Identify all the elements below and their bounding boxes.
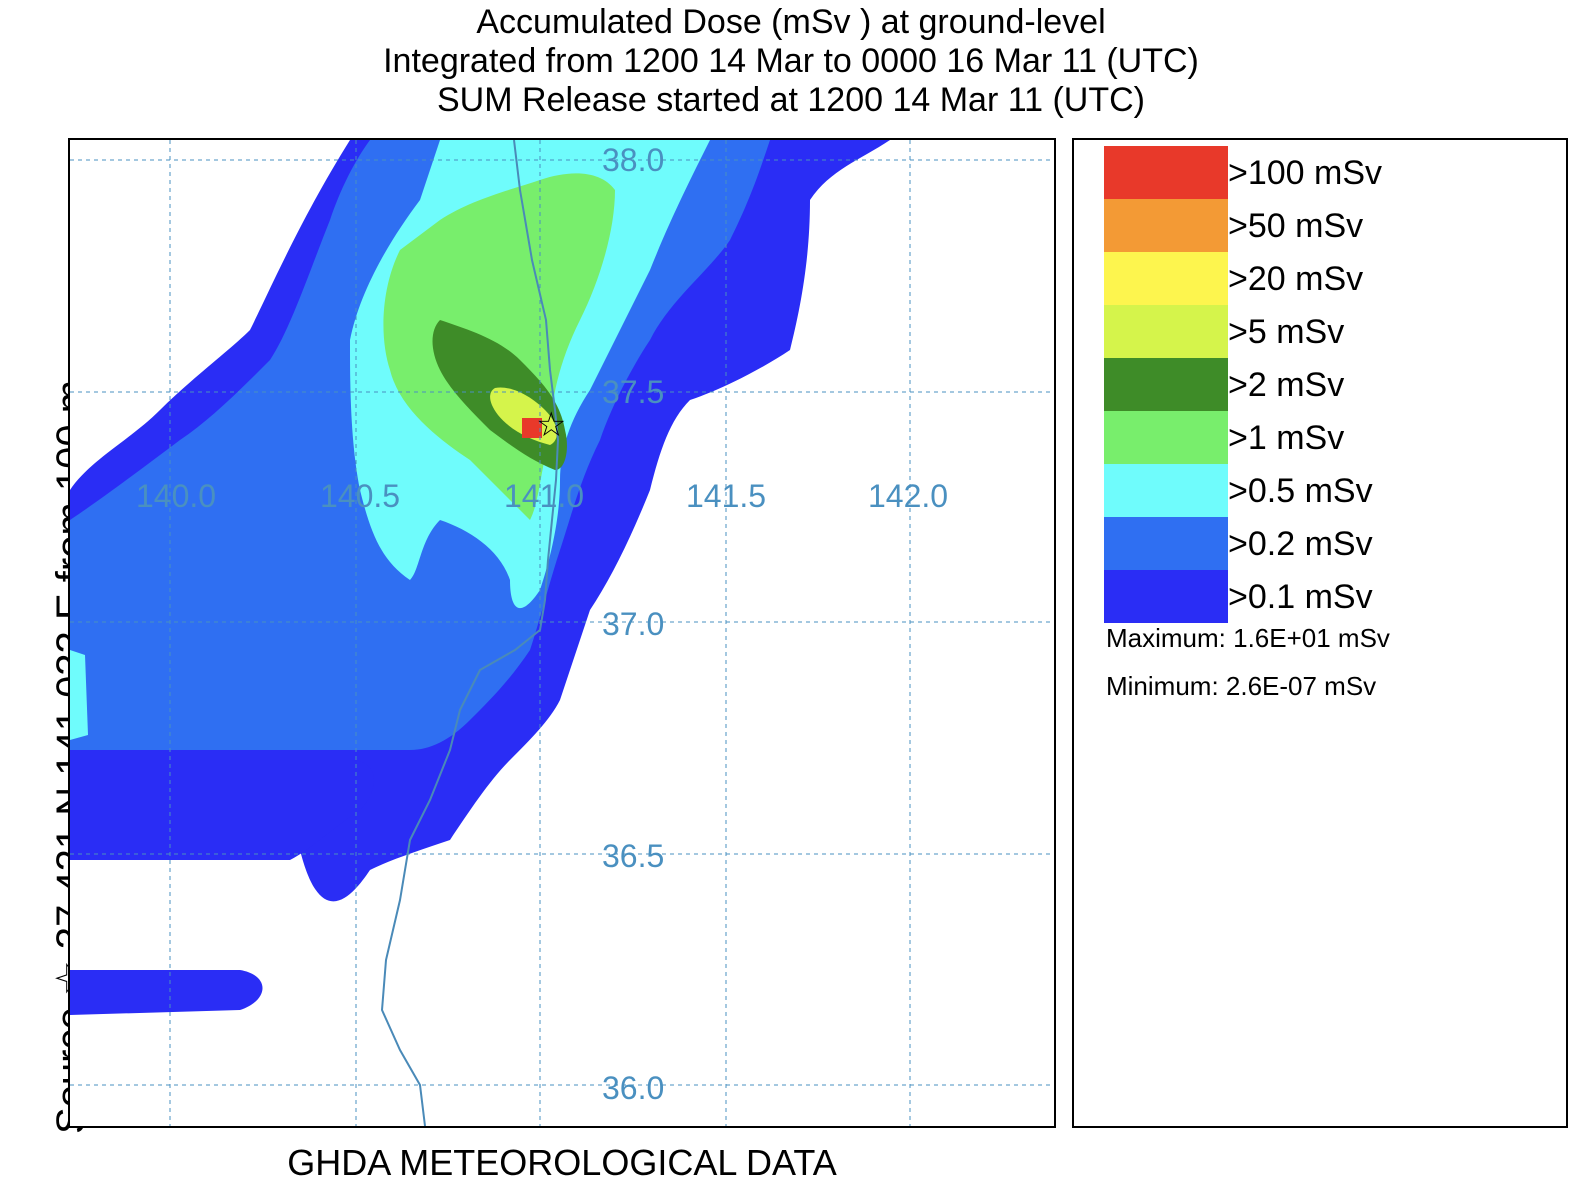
map-title-line-1: Accumulated Dose (mSv ) at ground-level [476,3,1106,41]
legend-label: >50 mSv [1228,207,1364,245]
legend-label: >5 mSv [1228,313,1345,351]
contour-100 [522,418,542,438]
source-marker: ☆ [536,406,567,444]
legend-minimum: Minimum: 2.6E-07 mSv [1106,671,1377,701]
lat-label-36-0: 36.0 [602,1070,665,1106]
contour-0.1-lower [70,970,263,1015]
legend-item: >1 mSv [1104,411,1544,464]
coastline [380,140,560,1126]
dose-map: ☆ 38.0 37.5 37.0 36.5 36.0 140.0 140.5 1… [68,138,1056,1128]
legend-label: >0.2 mSv [1228,525,1373,563]
lat-label-37-5: 37.5 [602,374,665,410]
legend-label: >0.5 mSv [1228,472,1373,510]
x-axis-label: GHDA METEOROLOGICAL DATA [287,1142,837,1183]
legend-label: >100 mSv [1228,154,1383,192]
legend-label: >2 mSv [1228,366,1345,404]
lon-label-140-0: 140.0 [136,478,217,514]
map-title-line-3: SUM Release started at 1200 14 Mar 11 (U… [437,81,1145,119]
legend-item: >5 mSv [1104,305,1544,358]
lat-label-36-5: 36.5 [602,838,665,874]
legend-item: >50 mSv [1104,199,1544,252]
lon-label-141-0: 141.0 [504,478,585,514]
legend: >100 mSv >50 mSv >20 mSv >5 mSv >2 mSv >1 mSv… [1072,138,1568,1128]
legend-swatch [1104,411,1228,464]
legend-item: >20 mSv [1104,252,1544,305]
legend-swatch [1104,517,1228,570]
legend-item: >0.2 mSv [1104,517,1544,570]
lon-label-141-5: 141.5 [686,478,767,514]
lon-label-142-0: 142.0 [868,478,949,514]
lat-label-37-0: 37.0 [602,606,665,642]
contour-0.1-south [70,760,374,860]
legend-item: >100 mSv [1104,146,1544,199]
legend-swatch [1104,252,1228,305]
legend-maximum: Maximum: 1.6E+01 mSv [1106,623,1390,653]
legend-label: >0.1 mSv [1228,578,1373,616]
lon-label-140-5: 140.5 [320,478,401,514]
contour-0.5-west [70,650,88,740]
legend-item: >0.1 mSv [1104,570,1544,623]
legend-item: >0.5 mSv [1104,464,1544,517]
contour-layer [70,140,890,1015]
legend-swatch [1104,464,1228,517]
legend-label: >1 mSv [1228,419,1345,457]
lat-label-38-0: 38.0 [602,142,665,178]
legend-item: >2 mSv [1104,358,1544,411]
legend-label: >20 mSv [1228,260,1364,298]
legend-swatch [1104,146,1228,199]
legend-swatch [1104,570,1228,623]
legend-swatch [1104,305,1228,358]
map-title-line-2: Integrated from 1200 14 Mar to 0000 16 M… [383,42,1199,80]
legend-swatch [1104,199,1228,252]
legend-swatch [1104,358,1228,411]
dose-contour-svg [70,140,1054,1126]
